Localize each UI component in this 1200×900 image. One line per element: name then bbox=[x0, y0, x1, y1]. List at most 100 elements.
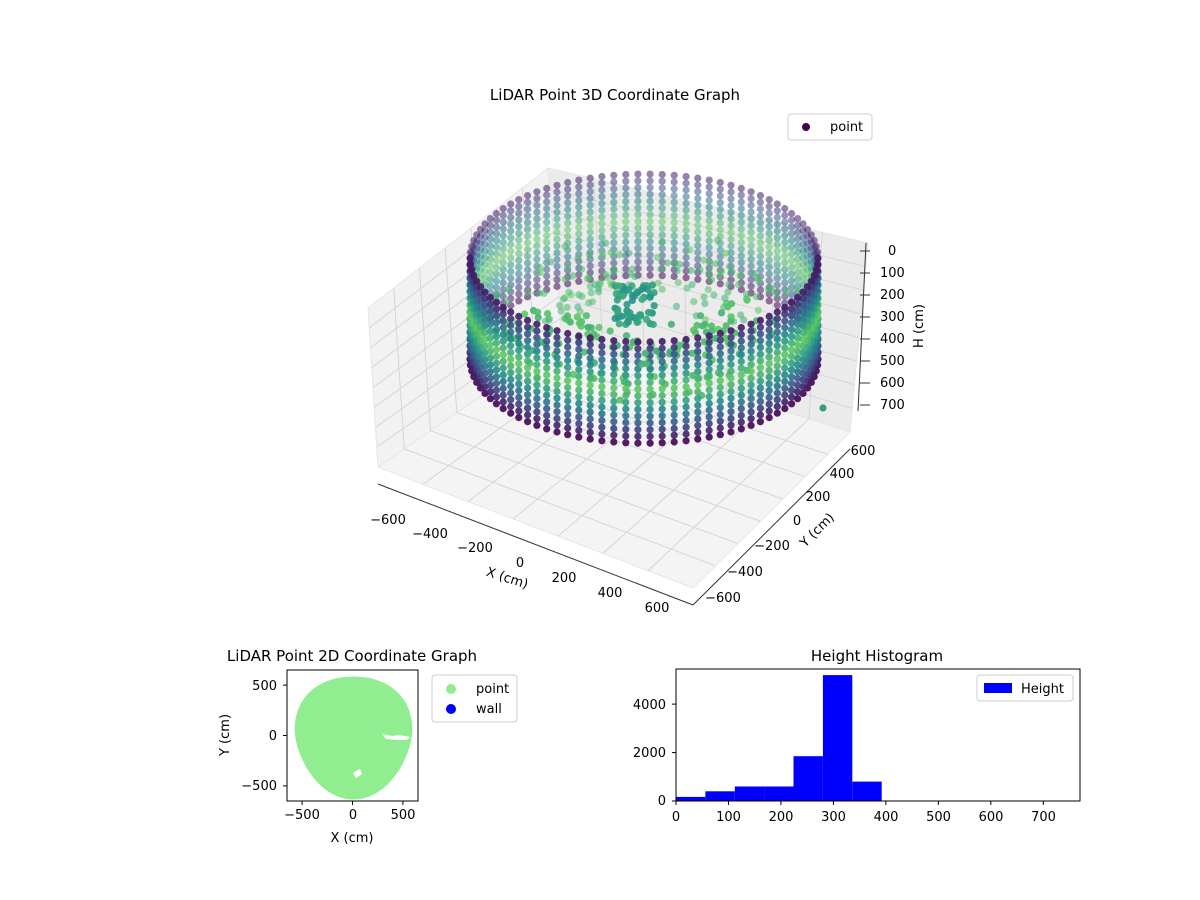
data-point-3d bbox=[747, 215, 755, 223]
data-point-3d bbox=[716, 383, 724, 392]
data-point-3d bbox=[704, 286, 712, 294]
data-point-3d bbox=[781, 218, 789, 226]
data-point-3d bbox=[794, 255, 802, 263]
data-point-3d bbox=[694, 242, 702, 250]
histogram-bar bbox=[822, 675, 853, 801]
data-point-3d bbox=[788, 263, 796, 272]
data-point-3d bbox=[799, 335, 807, 343]
data-point-3d bbox=[553, 374, 561, 382]
data-point-3d bbox=[575, 379, 583, 387]
data-point-3d bbox=[747, 388, 755, 396]
data-point-3d bbox=[626, 270, 635, 278]
data-point-3d bbox=[622, 358, 630, 366]
data-point-3d bbox=[543, 211, 551, 219]
data-point-3d bbox=[610, 431, 618, 439]
data-point-3d bbox=[658, 418, 666, 427]
data-point-3d bbox=[564, 232, 572, 241]
data-point-3d bbox=[727, 242, 735, 250]
data-point-3d bbox=[492, 400, 500, 408]
data-point-3d bbox=[610, 384, 618, 392]
data-point-3d bbox=[682, 410, 690, 418]
data-point-3d bbox=[486, 368, 494, 376]
data-point-3d bbox=[634, 439, 642, 447]
data-point-3d bbox=[799, 376, 807, 384]
data-point-3d bbox=[694, 381, 702, 389]
data-point-3d bbox=[486, 228, 494, 236]
data-point-3d bbox=[492, 393, 500, 401]
data-point-3d bbox=[646, 177, 654, 185]
data-point-3d bbox=[682, 396, 690, 404]
data-point-3d bbox=[575, 230, 583, 238]
data-point-3d bbox=[682, 206, 690, 214]
data-point-3d bbox=[716, 343, 724, 351]
data-point-3d bbox=[788, 250, 796, 258]
data-point-3d bbox=[628, 291, 637, 300]
data-point-3d bbox=[543, 272, 551, 280]
data-point-3d bbox=[788, 209, 796, 218]
grid-line bbox=[456, 412, 761, 522]
data-point-3d bbox=[543, 337, 551, 345]
data-point-3d bbox=[781, 405, 789, 413]
data-point-3d bbox=[694, 341, 702, 349]
data-point-3d bbox=[598, 396, 606, 404]
data-point-3d bbox=[765, 250, 773, 258]
data-point-3d bbox=[634, 177, 642, 185]
data-point-3d bbox=[756, 266, 765, 274]
data-point-3d bbox=[543, 398, 551, 406]
y-tick-2d: 0 bbox=[269, 729, 277, 744]
data-point-3d bbox=[486, 300, 494, 308]
data-point-3d bbox=[658, 344, 666, 352]
data-point-3d bbox=[694, 235, 702, 243]
data-point-3d bbox=[682, 403, 690, 411]
data-point-3d bbox=[773, 409, 781, 417]
data-point-3d bbox=[670, 384, 678, 392]
data-point-3d bbox=[481, 288, 489, 296]
data-point-3d bbox=[598, 403, 606, 411]
data-point-3d bbox=[727, 228, 735, 237]
gap-2d bbox=[353, 769, 362, 778]
data-point-3d bbox=[575, 426, 583, 434]
data-point-3d bbox=[737, 398, 745, 406]
data-point-3d bbox=[799, 342, 807, 350]
data-point-3d bbox=[553, 215, 561, 223]
data-point-3d bbox=[727, 249, 735, 257]
data-point-3d bbox=[807, 277, 815, 285]
data-point-3d bbox=[721, 294, 729, 302]
data-point-3d bbox=[781, 232, 789, 240]
data-point-3d bbox=[781, 398, 789, 406]
data-point-3d bbox=[515, 393, 523, 401]
legend-2d: point wall bbox=[431, 674, 518, 723]
data-point-3d bbox=[610, 232, 618, 240]
data-point-3d bbox=[586, 368, 594, 376]
data-point-3d bbox=[470, 271, 478, 280]
data-point-3d bbox=[486, 381, 494, 389]
data-point-3d bbox=[794, 354, 802, 362]
histogram-legend-swatch bbox=[984, 683, 1012, 693]
data-point-3d bbox=[727, 327, 735, 335]
data-point-3d bbox=[564, 363, 572, 371]
data-point-3d bbox=[727, 381, 735, 389]
data-point-3d bbox=[533, 408, 541, 416]
data-point-3d bbox=[582, 312, 591, 320]
data-point-3d bbox=[499, 205, 507, 213]
data-point-3d bbox=[624, 318, 632, 326]
data-point-3d bbox=[507, 247, 515, 255]
data-point-3d bbox=[658, 177, 666, 185]
data-point-3d bbox=[756, 357, 765, 365]
data-point-3d bbox=[492, 277, 500, 285]
data-point-3d bbox=[606, 327, 614, 335]
data-point-3d bbox=[658, 364, 666, 373]
data-point-3d bbox=[794, 347, 802, 355]
data-point-3d bbox=[765, 297, 773, 305]
data-point-3d bbox=[705, 352, 713, 360]
data-point-3d bbox=[727, 354, 735, 362]
data-point-3d bbox=[788, 305, 796, 313]
axes-3d bbox=[377, 242, 867, 606]
data-point-3d bbox=[694, 422, 702, 430]
data-point-3d bbox=[670, 232, 678, 240]
data-point-3d bbox=[727, 201, 735, 210]
data-point-3d bbox=[705, 176, 713, 184]
data-point-3d bbox=[622, 425, 630, 433]
data-point-3d bbox=[515, 380, 523, 388]
